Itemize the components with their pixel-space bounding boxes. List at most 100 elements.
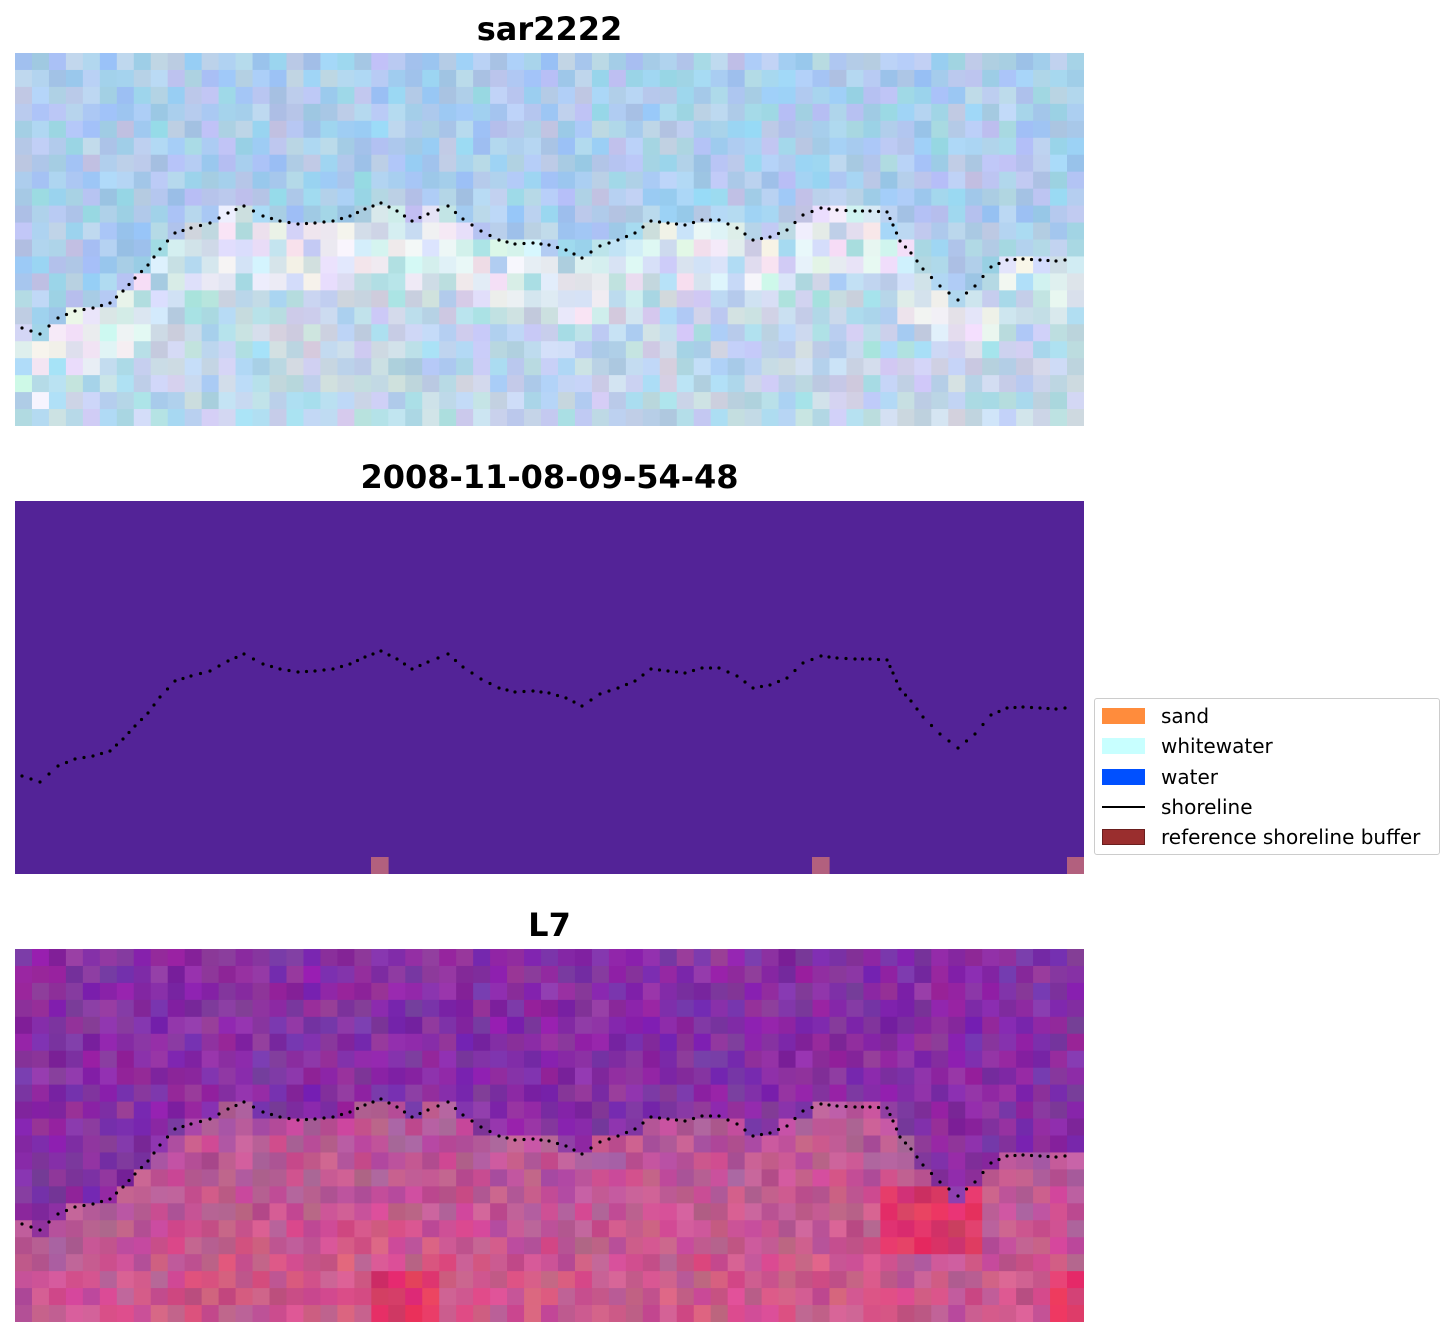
image-pixel bbox=[422, 1118, 440, 1137]
shoreline-point bbox=[793, 668, 797, 673]
shoreline-point bbox=[488, 233, 492, 238]
image-pixel bbox=[490, 1135, 508, 1154]
image-pixel bbox=[999, 154, 1017, 173]
image-pixel bbox=[116, 324, 135, 342]
image-pixel bbox=[31, 1033, 50, 1052]
image-pixel bbox=[999, 290, 1017, 308]
image-pixel bbox=[337, 965, 355, 984]
image-pixel bbox=[846, 53, 865, 71]
image-pixel bbox=[303, 1050, 322, 1069]
shoreline-point bbox=[461, 1113, 465, 1117]
image-pixel bbox=[676, 375, 695, 393]
image-pixel bbox=[184, 290, 203, 308]
image-pixel bbox=[608, 137, 627, 156]
image-pixel bbox=[659, 1288, 678, 1306]
shoreline-point bbox=[426, 660, 430, 664]
shoreline-point bbox=[909, 1147, 913, 1151]
image-pixel bbox=[642, 205, 661, 224]
image-pixel bbox=[625, 205, 644, 224]
image-pixel bbox=[1033, 1169, 1051, 1187]
image-pixel bbox=[15, 409, 33, 426]
image-pixel bbox=[557, 1186, 576, 1204]
image-pixel bbox=[439, 1152, 457, 1170]
image-pixel bbox=[846, 222, 865, 241]
image-pixel bbox=[693, 375, 712, 393]
image-pixel bbox=[727, 1237, 746, 1255]
image-pixel bbox=[999, 1118, 1017, 1137]
image-pixel bbox=[133, 409, 152, 426]
image-pixel bbox=[897, 1118, 915, 1137]
image-pixel bbox=[1067, 120, 1084, 139]
shoreline-point bbox=[461, 665, 465, 669]
image-pixel bbox=[676, 1220, 695, 1238]
image-pixel bbox=[167, 1237, 186, 1255]
image-pixel bbox=[167, 103, 186, 122]
image-pixel bbox=[490, 86, 508, 105]
image-pixel bbox=[201, 290, 220, 308]
image-pixel bbox=[235, 1033, 254, 1052]
shoreline-point bbox=[261, 662, 265, 666]
image-pixel bbox=[574, 120, 593, 139]
image-pixel bbox=[659, 358, 678, 376]
image-pixel bbox=[337, 409, 355, 426]
image-pixel bbox=[659, 392, 678, 410]
shoreline-point bbox=[371, 204, 375, 208]
image-pixel bbox=[184, 256, 203, 274]
image-pixel bbox=[795, 290, 814, 308]
image-pixel bbox=[320, 1271, 338, 1289]
image-pixel bbox=[337, 69, 355, 88]
image-pixel bbox=[574, 358, 593, 376]
shoreline-point bbox=[1054, 707, 1058, 711]
image-pixel bbox=[150, 1152, 169, 1170]
image-pixel bbox=[557, 375, 576, 393]
image-pixel bbox=[625, 1016, 644, 1035]
legend-line-shoreline bbox=[1102, 806, 1145, 808]
image-pixel bbox=[82, 392, 101, 410]
legend-swatch-sand bbox=[1102, 708, 1145, 724]
image-pixel bbox=[133, 392, 152, 410]
image-pixel bbox=[48, 86, 67, 105]
image-pixel bbox=[150, 949, 169, 967]
image-pixel bbox=[439, 103, 457, 122]
image-pixel bbox=[371, 86, 389, 105]
shoreline-point bbox=[418, 663, 422, 668]
image-pixel bbox=[948, 1220, 966, 1238]
image-pixel bbox=[31, 375, 50, 393]
image-pixel bbox=[931, 949, 949, 967]
image-pixel bbox=[642, 307, 661, 325]
image-pixel bbox=[710, 1220, 729, 1238]
image-pixel bbox=[693, 965, 712, 984]
image-pixel bbox=[693, 137, 712, 156]
image-pixel bbox=[422, 222, 440, 241]
image-pixel bbox=[1050, 103, 1068, 122]
image-pixel bbox=[727, 120, 746, 139]
image-pixel bbox=[591, 239, 610, 258]
image-pixel bbox=[676, 1101, 695, 1120]
image-pixel bbox=[965, 1271, 983, 1289]
image-pixel bbox=[625, 239, 644, 258]
image-pixel bbox=[727, 1271, 746, 1289]
image-pixel bbox=[846, 86, 865, 105]
image-pixel bbox=[48, 949, 67, 967]
image-pixel bbox=[863, 1220, 881, 1238]
image-pixel bbox=[829, 1203, 848, 1221]
image-pixel bbox=[846, 341, 865, 359]
image-pixel bbox=[1016, 1135, 1034, 1154]
image-pixel bbox=[65, 103, 84, 122]
image-pixel bbox=[31, 290, 50, 308]
image-pixel bbox=[761, 999, 780, 1018]
image-pixel bbox=[473, 1220, 491, 1238]
image-pixel bbox=[982, 1118, 1000, 1137]
image-pixel bbox=[456, 273, 474, 291]
image-pixel bbox=[1033, 1288, 1051, 1306]
image-pixel bbox=[422, 1067, 440, 1086]
image-pixel bbox=[982, 949, 1000, 967]
image-pixel bbox=[456, 239, 474, 258]
image-pixel bbox=[524, 1118, 542, 1137]
shoreline-point bbox=[844, 208, 848, 213]
image-pixel bbox=[744, 239, 763, 258]
image-pixel bbox=[507, 290, 525, 308]
image-pixel bbox=[744, 154, 763, 173]
shoreline-point bbox=[708, 218, 713, 222]
image-pixel bbox=[82, 1305, 101, 1322]
